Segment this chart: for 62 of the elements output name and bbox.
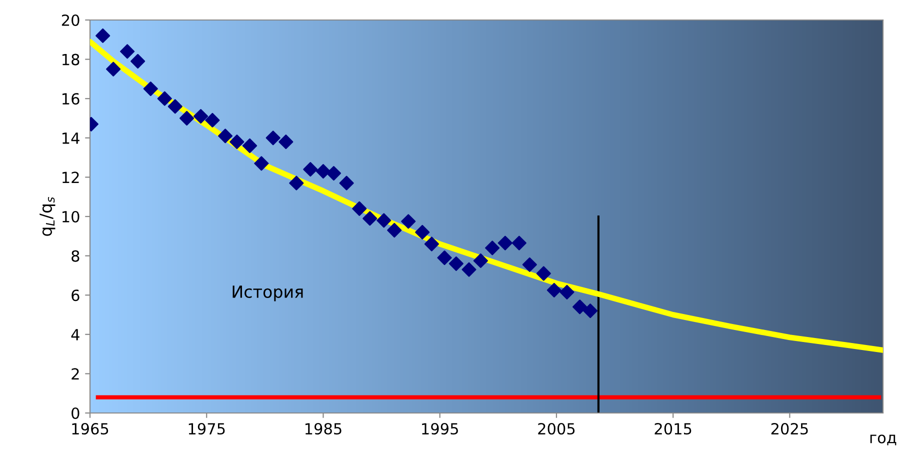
point <box>560 284 574 300</box>
point <box>485 240 500 256</box>
point <box>522 257 537 272</box>
y-tick-label: 0 <box>72 407 80 420</box>
point <box>106 62 121 76</box>
point <box>143 81 158 96</box>
y-tick-label: 14 <box>62 132 80 144</box>
point <box>266 130 280 146</box>
point <box>218 128 233 144</box>
point <box>462 262 476 277</box>
y-tick-label: 16 <box>62 93 80 105</box>
point <box>362 211 378 226</box>
point <box>242 138 258 154</box>
x-tick-label: 1995 <box>422 422 458 435</box>
y-tick-label: 6 <box>72 290 80 302</box>
point <box>303 162 318 177</box>
point <box>448 256 464 271</box>
point <box>437 250 452 266</box>
y-tick-label: 10 <box>62 210 80 223</box>
point <box>254 156 269 171</box>
point <box>498 236 512 250</box>
y-tick-label: 12 <box>62 172 79 184</box>
x-tick-label: 1985 <box>305 422 342 435</box>
point <box>339 176 354 190</box>
point <box>230 134 244 150</box>
point <box>205 112 220 128</box>
y-tick-label: 8 <box>72 250 80 262</box>
point <box>352 201 367 216</box>
x-tick-label: 2005 <box>538 422 575 435</box>
x-tick-label: 2025 <box>771 422 808 435</box>
point <box>316 164 331 179</box>
point <box>157 91 172 106</box>
point <box>96 28 110 44</box>
y-tick-label: 2 <box>72 368 79 380</box>
point <box>194 109 208 124</box>
point <box>512 236 526 250</box>
point <box>180 110 194 126</box>
point <box>278 134 294 150</box>
point <box>326 166 342 181</box>
point <box>572 300 588 314</box>
y-tick-label: 18 <box>62 54 80 66</box>
x-axis-title: год <box>870 434 896 446</box>
point <box>130 54 146 69</box>
point <box>289 176 304 190</box>
point <box>376 213 392 228</box>
y-tick-label: 4 <box>71 329 80 340</box>
x-tick-label: 2015 <box>654 422 692 435</box>
point <box>401 214 416 229</box>
annotation: История <box>232 286 303 302</box>
point <box>536 266 551 281</box>
point <box>168 99 182 114</box>
point <box>583 304 598 318</box>
point <box>424 236 439 252</box>
y-tick-label: 20 <box>62 14 80 26</box>
x-tick-label: 1975 <box>188 422 225 435</box>
point <box>387 222 402 238</box>
y-axis-title: q$_{L}$/q$_{s}$ <box>40 196 56 236</box>
point <box>473 253 488 268</box>
point <box>546 282 562 298</box>
point <box>415 224 430 240</box>
x-tick-label: 1965 <box>72 422 108 435</box>
point <box>120 44 135 59</box>
